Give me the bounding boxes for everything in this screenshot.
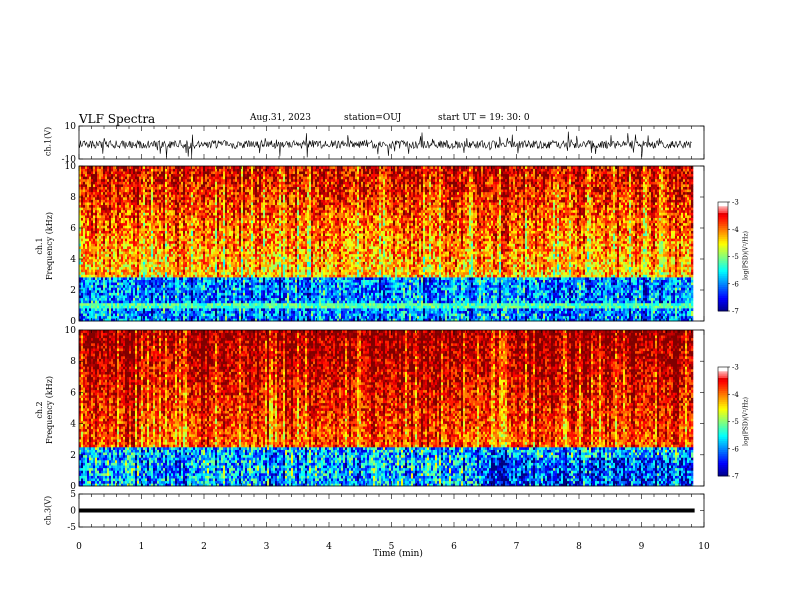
- ch2-spec-ytick-label: 4: [70, 420, 76, 430]
- vlf-figure: 10-100246810024681050-50 1 2 3 4 5 6 7 8 9 10-3-4-…: [0, 0, 792, 612]
- ch2-freq-ylabel-line1: ch.2: [35, 375, 45, 445]
- x-axis-label: Time (min): [373, 549, 423, 559]
- ch1-colorbar-tick-label: -7: [732, 308, 739, 316]
- ch1-waveform-trace: [79, 132, 692, 158]
- ch1-colorbar-gradient: [718, 202, 728, 311]
- ch3-wave-ytick-label: -5: [67, 523, 76, 533]
- date-label: Aug.31, 2023: [250, 113, 311, 123]
- ch2-colorbar-label: log(PSD)(V²/Hz): [743, 392, 750, 452]
- ch3-wave-ytick-label: 5: [70, 490, 76, 500]
- x-tick-label: 2: [201, 542, 207, 552]
- ch1-colorbar-tick-label: -6: [732, 280, 739, 288]
- ch1-freq-ylabel: ch.1 Frequency (kHz): [35, 211, 55, 281]
- x-tick-label: 7: [514, 542, 520, 552]
- ch2-spec-ytick-label: 6: [70, 388, 76, 398]
- ch1-colorbar-tick-label: -3: [732, 199, 739, 207]
- ch1-colorbar-tick-label: -5: [732, 253, 739, 261]
- ch2-spec-ytick-label: 8: [70, 357, 76, 367]
- ch2-spec-ytick-label: 2: [70, 451, 76, 461]
- ch2-spec-ytick-label: 10: [65, 326, 77, 336]
- x-tick-label: 3: [264, 542, 270, 552]
- ch1-wave-ytick-label: 10: [65, 122, 77, 132]
- ch2-spectrogram-image: [79, 330, 693, 486]
- ch1-freq-ylabel-line2: Frequency (kHz): [45, 211, 55, 281]
- ch1-spectrogram-image: [79, 166, 693, 321]
- station-label: station=OUJ: [344, 113, 401, 123]
- ch2-colorbar-gradient: [718, 367, 728, 476]
- figure-title: VLF Spectra: [79, 112, 155, 126]
- ch2-freq-ylabel: ch.2 Frequency (kHz): [35, 375, 55, 445]
- start-ut-label: start UT = 19: 30: 0: [438, 113, 530, 123]
- x-tick-label: 8: [576, 542, 582, 552]
- ch1-spec-ytick-label: 8: [70, 193, 76, 203]
- x-tick-label: 0: [76, 542, 82, 552]
- ch1-freq-ylabel-line1: ch.1: [35, 211, 45, 281]
- ch2-colorbar-tick-label: -3: [732, 364, 739, 372]
- ch2-colorbar-tick-label: -6: [732, 445, 739, 453]
- ch2-colorbar-tick-label: -7: [732, 473, 739, 481]
- x-tick-label: 10: [698, 542, 710, 552]
- x-tick-label: 9: [639, 542, 645, 552]
- ch2-freq-ylabel-line2: Frequency (kHz): [45, 375, 55, 445]
- x-tick-label: 1: [139, 542, 145, 552]
- ch3-wave-ytick-label: 0: [70, 507, 76, 517]
- ch1-spec-ytick-label: 2: [70, 286, 76, 296]
- x-tick-label: 6: [451, 542, 457, 552]
- ch1-colorbar-label: log(PSD)(V²/Hz): [743, 226, 750, 286]
- ch2-colorbar-tick-label: -5: [732, 418, 739, 426]
- ch1-colorbar-tick-label: -4: [732, 226, 739, 234]
- ch2-colorbar-tick-label: -4: [732, 391, 739, 399]
- ch1-volt-ylabel: ch.1(V): [44, 122, 53, 162]
- ch3-volt-ylabel: ch.3(V): [44, 491, 53, 531]
- x-tick-label: 4: [326, 542, 332, 552]
- ch1-spec-ytick-label: 10: [65, 162, 77, 172]
- ch1-spec-ytick-label: 4: [70, 255, 76, 265]
- ch1-spec-ytick-label: 6: [70, 224, 76, 234]
